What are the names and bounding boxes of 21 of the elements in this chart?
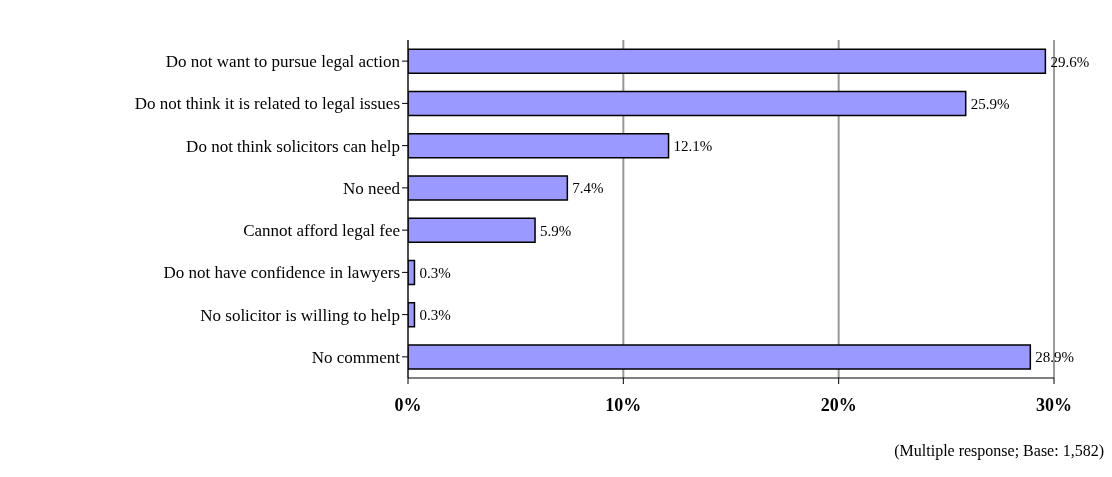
y-tick-label: Cannot afford legal fee (243, 221, 400, 241)
data-label: 5.9% (540, 222, 572, 239)
y-tick-label: No need (342, 178, 401, 198)
text: (Multiple response; Base: 1,582) (893, 442, 1104, 460)
data-label: 12.1% (673, 138, 713, 155)
y-tick-label: No comment (311, 347, 401, 367)
x-tick-label: 0% (394, 394, 422, 415)
data-label: 25.9% (970, 95, 1010, 112)
x-tick-label: 20% (820, 394, 857, 415)
y-tick-label: Do not have confidence in lawyers (163, 263, 400, 283)
y-tick-label: Do not think it is related to legal issues (134, 94, 400, 114)
y-tick-label: Do not want to pursue legal action (165, 52, 401, 72)
data-label: 0.3% (419, 264, 451, 281)
y-tick-label: No solicitor is willing to help (200, 305, 400, 325)
data-label: 7.4% (572, 180, 604, 197)
data-label: 28.9% (1035, 349, 1075, 366)
data-label: 0.3% (419, 307, 451, 324)
data-label: 29.6% (1050, 53, 1090, 70)
y-tick-label: Do not think solicitors can help (186, 136, 400, 156)
x-tick-label: 30% (1036, 394, 1072, 415)
x-tick-label: 10% (605, 394, 642, 415)
